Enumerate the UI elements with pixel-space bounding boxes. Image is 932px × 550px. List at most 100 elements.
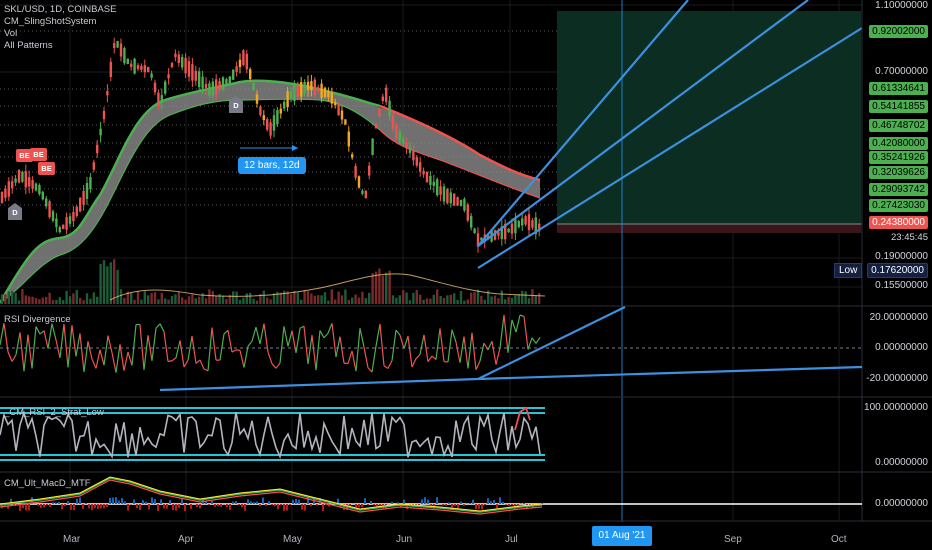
rsi-segment bbox=[147, 335, 153, 361]
candle-body bbox=[276, 109, 279, 125]
volume-bar bbox=[466, 299, 469, 304]
volume-bar bbox=[143, 291, 146, 304]
volume-bar bbox=[330, 289, 333, 304]
candle-body bbox=[378, 108, 381, 117]
candle-body bbox=[96, 144, 99, 154]
pattern-badge-be[interactable]: BE bbox=[16, 149, 33, 162]
rsi-segment bbox=[47, 323, 53, 349]
macd-histogram-bar bbox=[4, 504, 6, 508]
candle-body bbox=[272, 115, 276, 131]
rsi-segment bbox=[91, 358, 97, 369]
rsi-segment bbox=[23, 334, 29, 372]
rsi-segment bbox=[435, 328, 441, 360]
macd-histogram-bar bbox=[448, 502, 450, 504]
candle-body bbox=[323, 87, 327, 98]
macd-histogram-bar bbox=[541, 503, 543, 504]
pattern-badge-be[interactable]: BE bbox=[30, 148, 47, 161]
candle-body bbox=[296, 85, 299, 97]
macd-histogram-bar bbox=[151, 497, 153, 504]
volume-bar bbox=[327, 300, 330, 304]
volume-bar bbox=[425, 298, 429, 304]
candle-body bbox=[330, 92, 333, 104]
candle-body bbox=[405, 142, 408, 149]
price-candles bbox=[0, 37, 541, 253]
macd-histogram-bar bbox=[442, 504, 444, 506]
macd-histogram-bar bbox=[406, 504, 408, 510]
candle-body bbox=[211, 81, 214, 96]
volume-bar bbox=[177, 291, 180, 304]
macd-histogram-bar bbox=[235, 501, 237, 504]
candle-body bbox=[487, 235, 490, 239]
macd-histogram-bar bbox=[496, 504, 498, 509]
pattern-badge-d[interactable]: D bbox=[229, 96, 243, 113]
indicator-patterns[interactable]: All Patterns bbox=[4, 40, 53, 51]
candle-body bbox=[109, 61, 112, 78]
volume-bar bbox=[497, 298, 500, 304]
macd-tick: 0.00000000 bbox=[875, 498, 928, 509]
volume-bar bbox=[463, 300, 466, 304]
macd-histogram-bar bbox=[181, 498, 183, 504]
volume-bar bbox=[276, 291, 279, 304]
rsi-segment bbox=[503, 314, 509, 353]
candle-body bbox=[504, 223, 507, 240]
pane-title-rsi-strategy[interactable]: _CM_RSI_2_Strat_Low bbox=[4, 407, 104, 418]
candle-body bbox=[286, 91, 289, 108]
candle-body bbox=[432, 181, 435, 186]
candle-body bbox=[48, 201, 51, 218]
macd-histogram-bar bbox=[478, 504, 480, 509]
rsi-segment bbox=[0, 323, 5, 346]
candle-body bbox=[439, 186, 442, 195]
candle-body bbox=[385, 87, 388, 103]
volume-bar bbox=[157, 299, 160, 304]
pattern-badge-d[interactable]: D bbox=[8, 203, 22, 220]
volume-bar bbox=[374, 271, 378, 304]
candle-body bbox=[34, 183, 38, 191]
macd-histogram-bar bbox=[136, 504, 138, 509]
pattern-badge-be[interactable]: BE bbox=[38, 162, 55, 175]
candle-body bbox=[320, 83, 323, 99]
macd-histogram-bar bbox=[109, 497, 111, 504]
volume-bar bbox=[102, 260, 106, 304]
candle-body bbox=[17, 170, 21, 183]
volume-bar bbox=[245, 293, 248, 304]
volume-bar bbox=[446, 295, 449, 304]
rsi-segment bbox=[347, 350, 353, 364]
volume-bar bbox=[218, 294, 221, 304]
candle-body bbox=[194, 70, 197, 81]
pane-title-rsi-divergence[interactable]: RSI Divergence bbox=[4, 314, 71, 325]
candle-body bbox=[85, 183, 89, 199]
macd-histogram-bar bbox=[316, 504, 318, 506]
candle-body bbox=[14, 178, 17, 183]
rsi-segment bbox=[27, 334, 33, 369]
rsi-segment bbox=[355, 328, 361, 372]
volume-bar bbox=[320, 295, 323, 304]
volume-bar bbox=[337, 291, 340, 304]
volume-bar bbox=[242, 297, 245, 304]
macd-histogram-bar bbox=[250, 501, 252, 504]
pane-title-macd[interactable]: CM_Ult_MacD_MTF bbox=[4, 478, 91, 489]
price-level-label: 0.54141855 bbox=[869, 100, 928, 113]
price-tick: 0.19000000 bbox=[875, 251, 928, 262]
macd-histogram-bar bbox=[112, 497, 114, 504]
candle-body bbox=[446, 189, 449, 204]
volume-bar bbox=[351, 297, 354, 304]
rsi-segment bbox=[131, 324, 137, 366]
slingshot-band bbox=[0, 79, 541, 304]
rsi-segment bbox=[303, 326, 309, 365]
volume-bar bbox=[160, 292, 163, 304]
macd-histogram-bar bbox=[226, 504, 228, 507]
volume-bar bbox=[415, 290, 418, 304]
indicator-slingshot[interactable]: CM_SlingShotSystem bbox=[4, 16, 97, 27]
rsi-segment bbox=[187, 335, 193, 361]
volume-bar bbox=[405, 292, 408, 304]
rsi-strategy-highlight bbox=[514, 406, 531, 431]
macd-histogram-bar bbox=[157, 504, 159, 511]
volume-bar bbox=[228, 294, 231, 304]
rsi-segment bbox=[391, 330, 397, 361]
macd-histogram-bar bbox=[160, 499, 162, 504]
volume-bar bbox=[364, 298, 367, 304]
rsi-segment bbox=[231, 349, 237, 353]
indicator-vol[interactable]: Vol bbox=[4, 28, 18, 39]
candle-body bbox=[24, 171, 27, 188]
